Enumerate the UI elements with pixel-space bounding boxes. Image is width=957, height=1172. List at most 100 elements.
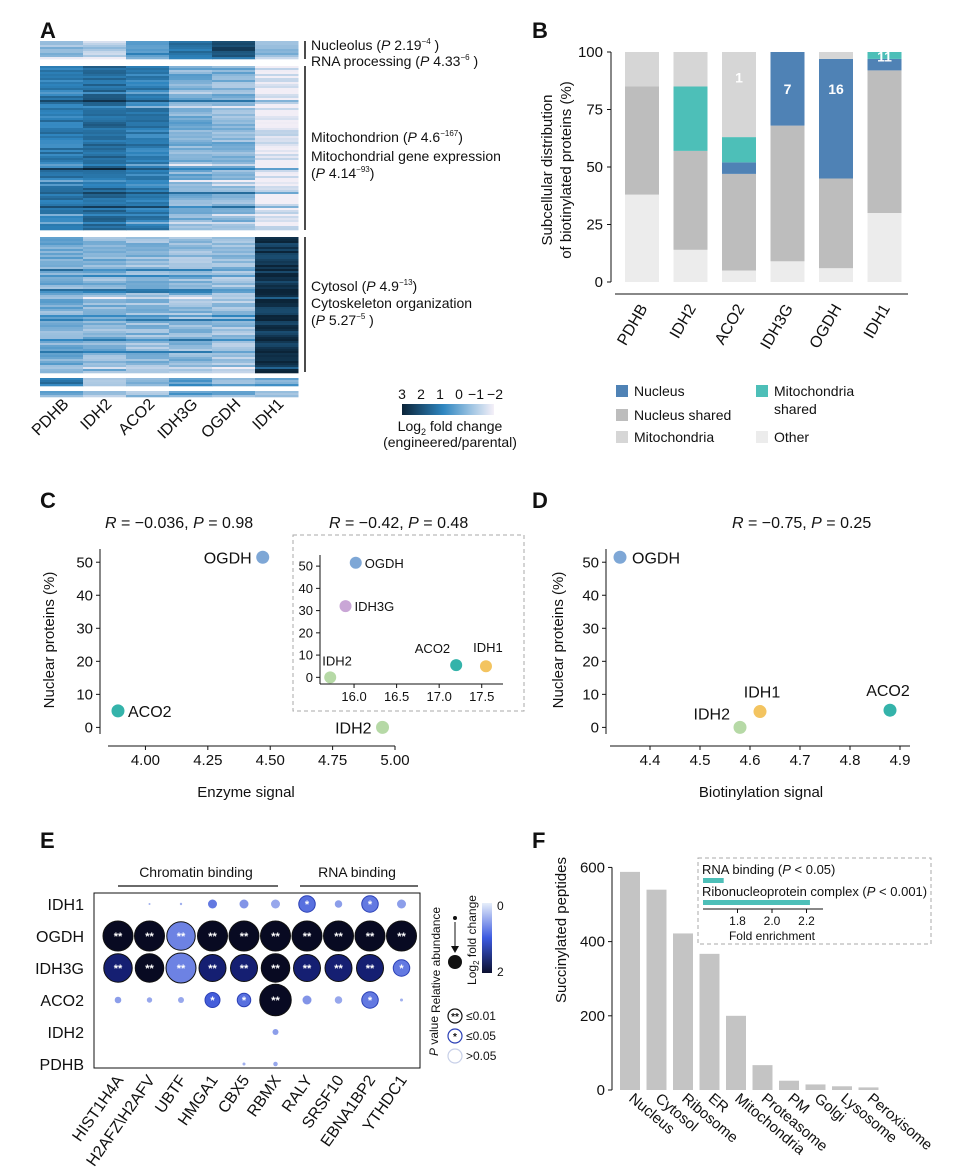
heat-cell: [83, 341, 127, 344]
f-ytick-400: 400: [580, 934, 605, 951]
heat-cell: [255, 295, 299, 298]
heat-cell: [40, 295, 84, 298]
heat-cell: [83, 88, 127, 91]
heat-cell: [83, 118, 127, 121]
heat-cell: [255, 369, 299, 372]
heat-cell: [126, 164, 170, 167]
heat-cell: [83, 333, 127, 336]
heat-cell: [83, 202, 127, 205]
heat-cell: [83, 261, 127, 264]
heat-cell: [126, 80, 170, 83]
heat-cell: [169, 365, 213, 368]
heat-cell: [255, 305, 299, 308]
heat-cell: [40, 88, 84, 91]
heat-cell: [40, 228, 84, 231]
heat-cell: [40, 84, 84, 87]
heat-cell: [169, 380, 213, 383]
heat-cell: [83, 156, 127, 159]
heat-cell: [126, 339, 170, 342]
heat-cell: [83, 106, 127, 109]
heat-cell: [83, 100, 127, 103]
heat-cell: [83, 208, 127, 211]
heat-cell: [40, 321, 84, 324]
heat-cell: [212, 285, 256, 288]
heat-cell: [255, 78, 299, 81]
scatter-enzyme-panel: R = −0.036, P = 0.98 R = −0.42, P = 0.48…: [41, 515, 525, 801]
heat-cell: [212, 130, 256, 133]
heat-cell: [83, 359, 127, 362]
scatterD-xtick-4.9: 4.9: [890, 752, 911, 769]
heat-cell: [40, 124, 84, 127]
heat-cell: [255, 378, 299, 381]
e-legend-p-circle-0: [447, 1008, 463, 1024]
heat-cell: [255, 116, 299, 119]
heat-cell: [169, 321, 213, 324]
bar-seg-ogdh-nucleus: [819, 58, 853, 179]
heat-cell: [255, 243, 299, 246]
heat-cell: [40, 367, 84, 370]
heat-cell: [255, 49, 299, 52]
e-sig-idh3g-9: *: [399, 963, 404, 975]
heat-cell: [126, 243, 170, 246]
heat-cell: [169, 382, 213, 385]
heat-cell: [126, 174, 170, 177]
heat-cell: [83, 345, 127, 348]
heat-cell: [40, 166, 84, 169]
heat-cell: [212, 367, 256, 370]
scatterD-point-idh2: [733, 720, 747, 734]
heat-cell: [40, 202, 84, 205]
scatterCinset-ytick-10: 10: [299, 648, 313, 663]
heat-cell: [212, 237, 256, 240]
e-sig-ogdh-9: **: [397, 931, 406, 943]
heat-cell: [255, 384, 299, 387]
scatterC-point-idh2: [376, 720, 390, 734]
e-row-label-aco2: ACO2: [40, 993, 84, 1010]
heat-cell: [40, 182, 84, 185]
heat-cell: [126, 369, 170, 372]
bar-seg-idh2-nucleus-shared: [673, 150, 708, 250]
heat-cell: [169, 351, 213, 354]
heat-cell: [40, 154, 84, 157]
heat-cell: [169, 299, 213, 302]
heat-cell: [40, 49, 84, 52]
heat-cell: [169, 194, 213, 197]
heat-cell: [212, 156, 256, 159]
f-inset-xlabel: Fold enrichment: [729, 929, 816, 943]
heat-cell: [212, 178, 256, 181]
heat-cell: [83, 317, 127, 320]
heat-cell: [212, 55, 256, 58]
e-dot-ogdh-0: [102, 920, 134, 952]
heat-cell: [83, 363, 127, 366]
heat-cell: [40, 140, 84, 143]
heat-cell: [212, 293, 256, 296]
scatter-enzyme-inset: 16.0 16.5 17.0 17.5 0 10 20 30 40 50 OGDH IDH3G ACO2…: [299, 555, 503, 704]
scatterCinset-xtick-17.0: 17.0: [427, 689, 452, 704]
heat-cell: [126, 86, 170, 89]
e-dot-idh1-8: [361, 895, 379, 913]
heat-cell: [126, 241, 170, 244]
f-bar-ribosome: [673, 933, 693, 1090]
heat-cell: [169, 253, 213, 256]
heat-cell: [169, 43, 213, 46]
heat-cell: [212, 200, 256, 203]
heat-cell: [169, 309, 213, 312]
e-sig-ogdh-6: **: [303, 931, 312, 943]
e-dot-idh3g-8: [356, 954, 384, 982]
heat-cell: [255, 212, 299, 215]
heat-cell: [169, 255, 213, 258]
heat-cell: [169, 45, 213, 48]
heat-cell: [126, 309, 170, 312]
heat-cell: [212, 224, 256, 227]
heat-cell: [40, 253, 84, 256]
heat-cell: [169, 327, 213, 330]
heat-cell: [255, 51, 299, 54]
heat-cell: [40, 66, 84, 69]
heat-cell: [40, 237, 84, 240]
heat-cell: [126, 154, 170, 157]
scatterD-ytick-20: 20: [582, 654, 599, 671]
heat-cell: [126, 96, 170, 99]
heat-cell: [40, 160, 84, 163]
heat-cell: [40, 333, 84, 336]
heat-cell: [83, 355, 127, 358]
heat-cell: [255, 216, 299, 219]
